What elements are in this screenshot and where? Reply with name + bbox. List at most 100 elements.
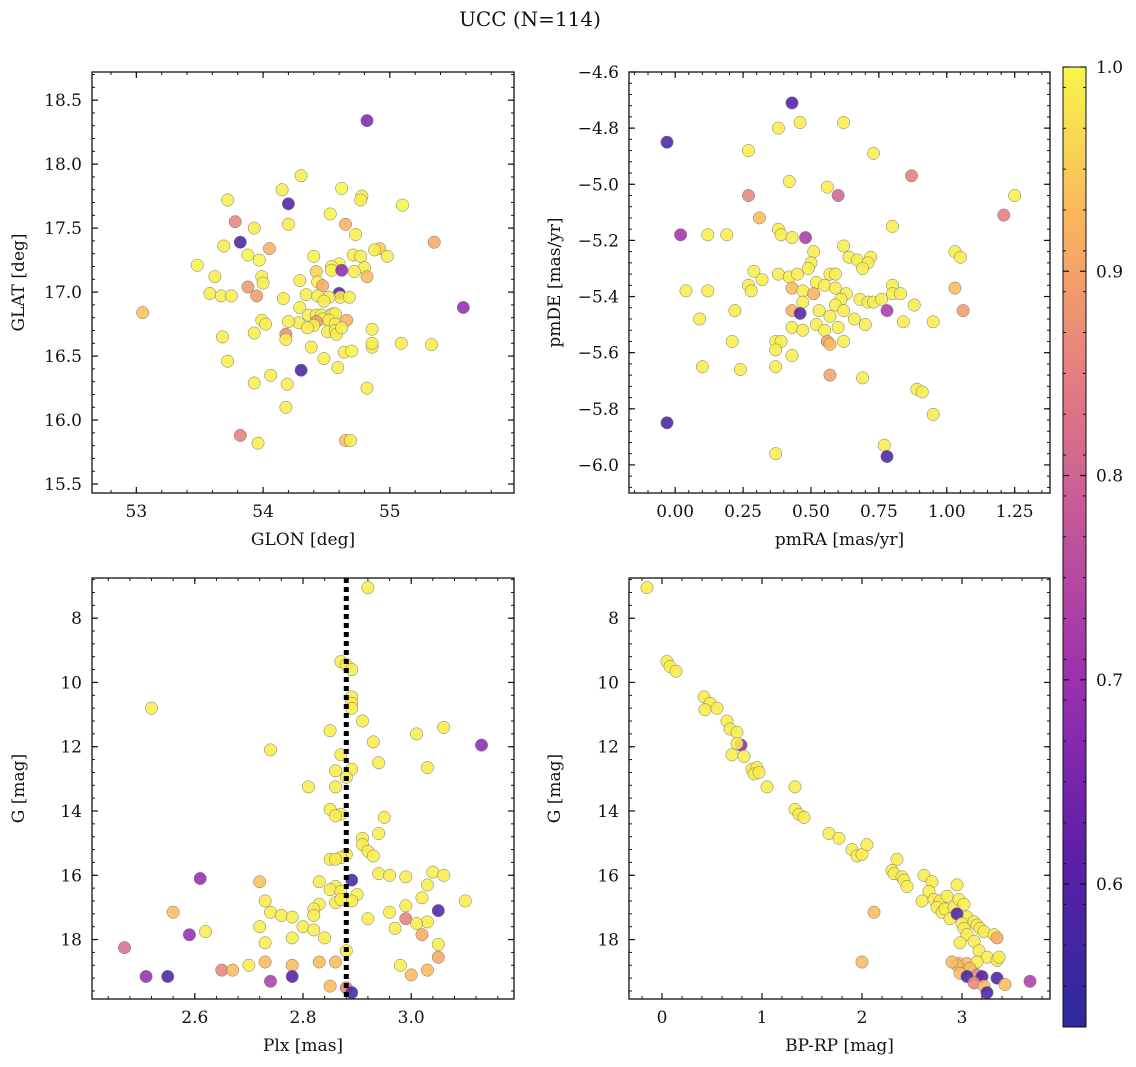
scatter-point (281, 217, 295, 231)
scatter-point (317, 294, 331, 308)
scatter-point (837, 304, 851, 318)
scatter-point (329, 780, 342, 794)
scatter-point (905, 169, 918, 183)
scatter-point (366, 849, 380, 863)
y-tick-label: 16 (60, 866, 82, 886)
scatter-point (242, 958, 256, 972)
scatter-point (837, 239, 851, 253)
scatter-point (785, 96, 799, 110)
scatter-point (166, 905, 180, 919)
scatter-point (855, 955, 869, 969)
x-tick-label: 0.50 (792, 502, 830, 522)
scatter-point (945, 955, 959, 969)
scatter-point (856, 262, 870, 275)
scatter-point (258, 955, 272, 969)
scatter-point (742, 144, 755, 158)
scatter-point (294, 363, 308, 377)
scatter-point (329, 852, 342, 866)
scatter-point (250, 289, 264, 303)
x-tick-label: 54 (252, 502, 274, 522)
scatter-point (828, 281, 842, 295)
scatter-point (915, 894, 929, 908)
scatter-point (431, 937, 445, 951)
scatter-point (818, 323, 832, 337)
y-tick-label: 16 (597, 866, 619, 886)
scatter-point (980, 986, 994, 1000)
scatter-point (793, 116, 807, 129)
y-tick-label: −5.8 (578, 400, 619, 420)
scatter-point (339, 217, 352, 231)
scatter-point (769, 343, 783, 357)
scatter-point (329, 809, 342, 823)
scatter-point (215, 963, 229, 977)
scatter-point (354, 193, 368, 207)
y-tick-label: 16.5 (44, 347, 82, 367)
scatter-point (233, 428, 247, 442)
scatter-point (228, 215, 242, 229)
scatter-points (118, 581, 488, 1000)
panel-glon-glat: 53 54 55 15.5 16.0 16.5 17.0 17.5 18.0 18.5 GLON [… (9, 71, 515, 550)
scatter-point (399, 899, 413, 913)
scatter-point (293, 301, 307, 314)
scatter-point (860, 838, 874, 852)
scatter-point (323, 883, 337, 897)
scatter-point (785, 231, 799, 245)
scatter-point (769, 447, 783, 461)
scatter-point (752, 765, 766, 779)
axes-frame (628, 71, 1051, 494)
scatter-point (221, 354, 235, 368)
scatter-point (796, 323, 810, 337)
scatter-point (730, 725, 744, 739)
scatter-point (247, 376, 261, 390)
scatter-point (258, 936, 272, 950)
scatter-point (279, 400, 293, 414)
scatter-point (695, 360, 709, 374)
scatter-point (420, 963, 434, 977)
scatter-point (365, 336, 379, 350)
scatter-point (342, 290, 356, 304)
figure-title: UCC (N=114) (459, 7, 601, 31)
scatter-point (365, 322, 379, 336)
scatter-point (274, 908, 288, 922)
scatter-point (660, 135, 674, 149)
y-tick-label: 12 (60, 738, 82, 758)
y-tick-label: 8 (608, 609, 619, 629)
scatter-point (788, 780, 802, 794)
scatter-point (396, 198, 409, 212)
scatter-point (199, 925, 213, 938)
scatter-point (701, 228, 715, 242)
x-axis-label: pmRA [mas/yr] (775, 530, 904, 550)
scatter-point (307, 249, 321, 263)
scatter-points (660, 96, 1022, 463)
scatter-point (323, 979, 337, 993)
scatter-point (733, 363, 747, 376)
scatter-point (812, 304, 826, 318)
scatter-point (216, 330, 229, 344)
scatter-points (136, 114, 470, 450)
scatter-point (847, 312, 861, 326)
scatter-point (744, 284, 758, 298)
scatter-point (742, 189, 755, 202)
scatter-point (698, 703, 712, 717)
x-axis-label: Plx [mas] (263, 1036, 343, 1056)
scatter-point (720, 228, 734, 242)
x-tick-label: 0.00 (656, 502, 694, 522)
scatter-point (145, 701, 158, 715)
scatter-point (280, 377, 294, 391)
y-axis-label: pmDE [mas/yr] (545, 217, 565, 347)
y-tick-label: 10 (597, 673, 619, 693)
scatter-point (737, 749, 751, 763)
scatter-point (425, 338, 439, 352)
scatter-point (774, 228, 788, 242)
scatter-point (796, 295, 810, 309)
scatter-point (886, 219, 899, 233)
scatter-point (900, 880, 914, 893)
x-tick-label: 2.6 (181, 1008, 208, 1028)
scatter-point (329, 955, 342, 969)
scatter-point (669, 664, 683, 678)
scatter-point (456, 301, 470, 314)
scatter-point (399, 870, 413, 884)
scatter-point (725, 748, 739, 762)
scatter-point (426, 865, 440, 879)
scatter-point (264, 974, 277, 988)
